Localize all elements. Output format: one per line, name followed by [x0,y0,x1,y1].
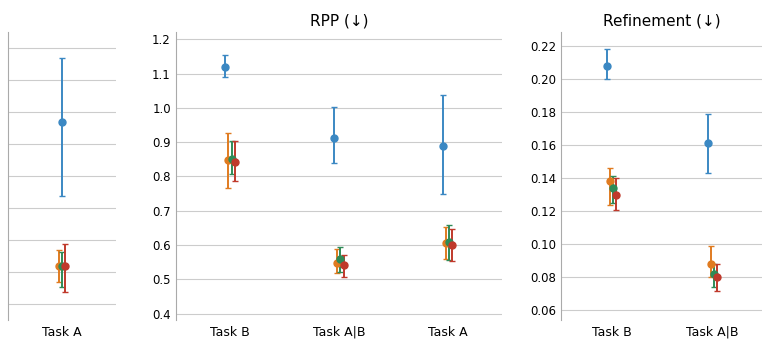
Title: RPP (↓): RPP (↓) [310,13,368,28]
Title: Refinement (↓): Refinement (↓) [603,13,721,28]
